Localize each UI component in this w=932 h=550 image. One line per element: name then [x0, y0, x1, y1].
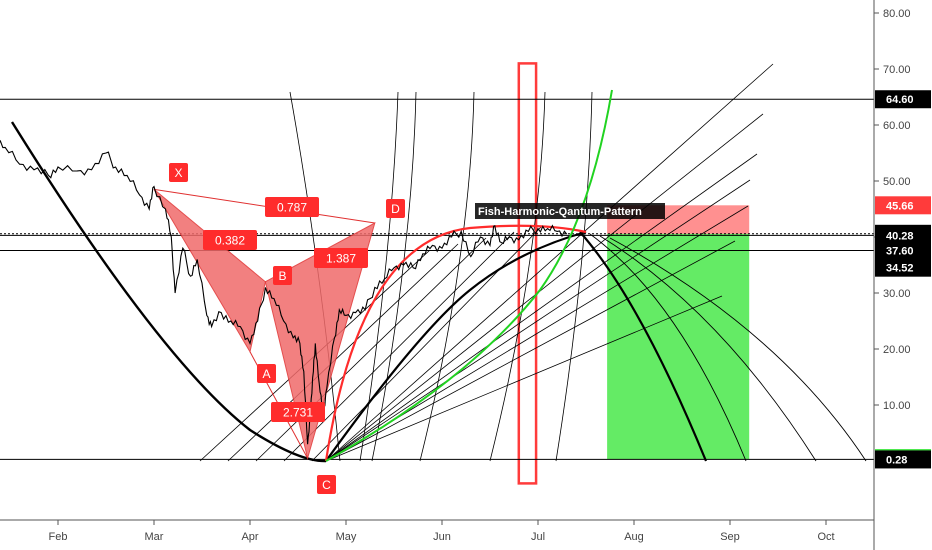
x-tick-label-0: Feb — [49, 531, 68, 543]
point-label-X: X — [174, 166, 182, 180]
point-label-bg-X — [169, 163, 188, 182]
projection-arc-3 — [609, 237, 867, 462]
point-label-bg-B — [273, 266, 292, 285]
price-label-bg-7 — [875, 450, 931, 469]
y-tick-label-5: 60.00 — [883, 120, 911, 132]
price-label-bg-5 — [875, 258, 931, 277]
fan-line-1 — [325, 113, 764, 462]
red-arc — [324, 224, 587, 462]
price-label-4: 37.60 — [886, 245, 914, 257]
x-tick-label-2: Apr — [241, 531, 258, 543]
x-tick-label-8: Oct — [817, 531, 834, 543]
price-label-1: 45.66 — [886, 200, 914, 212]
y-tick-label-0: 10.00 — [883, 400, 911, 412]
x-tick-label-4: Jun — [433, 531, 451, 543]
chart-title: Fish-Harmonic-Qantum-Pattern — [478, 206, 642, 218]
y-tick-label-1: 20.00 — [883, 344, 911, 356]
ratio-label-bg-1 — [203, 230, 257, 250]
point-label-C: C — [322, 478, 331, 492]
x-tick-label-1: Mar — [145, 531, 164, 543]
x-tick-label-6: Aug — [624, 531, 644, 543]
fan-line-0 — [325, 63, 774, 462]
price-label-bg-4 — [875, 241, 931, 260]
price-label-5: 34.52 — [886, 263, 914, 275]
price-label-bg-3 — [875, 226, 931, 245]
price-label-0: 64.60 — [886, 94, 914, 106]
projection-arc-1 — [589, 233, 747, 462]
projection-arc-0 — [579, 231, 708, 462]
time-arc-4 — [489, 91, 546, 462]
green-arc — [325, 89, 613, 462]
x-tick-label-7: Sep — [720, 531, 740, 543]
fan-line-6 — [325, 295, 723, 462]
ratio-label-2: 1.387 — [326, 252, 356, 266]
x-tick-label-5: Jul — [531, 531, 545, 543]
pattern-line-xd — [153, 188, 375, 224]
projection-arc-2 — [599, 235, 817, 462]
pattern-triangle-xab — [153, 189, 266, 354]
point-label-bg-A — [257, 364, 276, 383]
time-arc-1 — [359, 91, 399, 462]
price-label-7: 0.28 — [886, 454, 907, 466]
ratio-label-1: 0.382 — [215, 234, 245, 248]
ratio-label-0: 0.787 — [277, 201, 307, 215]
fan-line-2 — [325, 153, 758, 462]
parallel-line-1 — [227, 243, 459, 462]
price-line — [0, 139, 568, 445]
parallel-line-3 — [283, 231, 515, 462]
price-label-bg-0 — [875, 90, 931, 109]
point-label-A: A — [262, 367, 270, 381]
ratio-label-bg-3 — [271, 402, 325, 422]
y-tick-label-6: 70.00 — [883, 64, 911, 76]
chart-title-bg — [475, 203, 665, 219]
y-tick-label-4: 50.00 — [883, 176, 911, 188]
y-tick-label-7: 80.00 — [883, 8, 911, 20]
time-arc-2 — [371, 91, 417, 462]
point-label-bg-D — [386, 199, 405, 218]
ratio-label-bg-2 — [314, 248, 368, 268]
parallel-line-4 — [311, 225, 543, 462]
plot-area: 0.787 0.382 1.387 2.731 X A B C D Fish-Harmonic-Q… — [0, 62, 874, 494]
ratio-label-3: 2.731 — [283, 406, 313, 420]
point-label-B: B — [278, 269, 286, 283]
big-parabola-arc — [10, 121, 327, 463]
time-window-box — [517, 62, 538, 485]
time-arc-5 — [555, 91, 593, 462]
fan-line-3 — [325, 179, 751, 462]
point-label-bg-C — [317, 475, 336, 494]
point-label-D: D — [391, 202, 400, 216]
price-label-bg-1 — [875, 196, 931, 215]
time-arc-3 — [419, 91, 475, 462]
price-label-3: 40.28 — [886, 230, 914, 242]
fan-line-5 — [325, 240, 736, 462]
y-tick-label-2: 30.00 — [883, 288, 911, 300]
parallel-line-2 — [255, 237, 487, 462]
rising-black-arc — [325, 230, 587, 462]
x-tick-label-3: May — [336, 531, 357, 543]
ratio-label-bg-0 — [265, 197, 319, 217]
